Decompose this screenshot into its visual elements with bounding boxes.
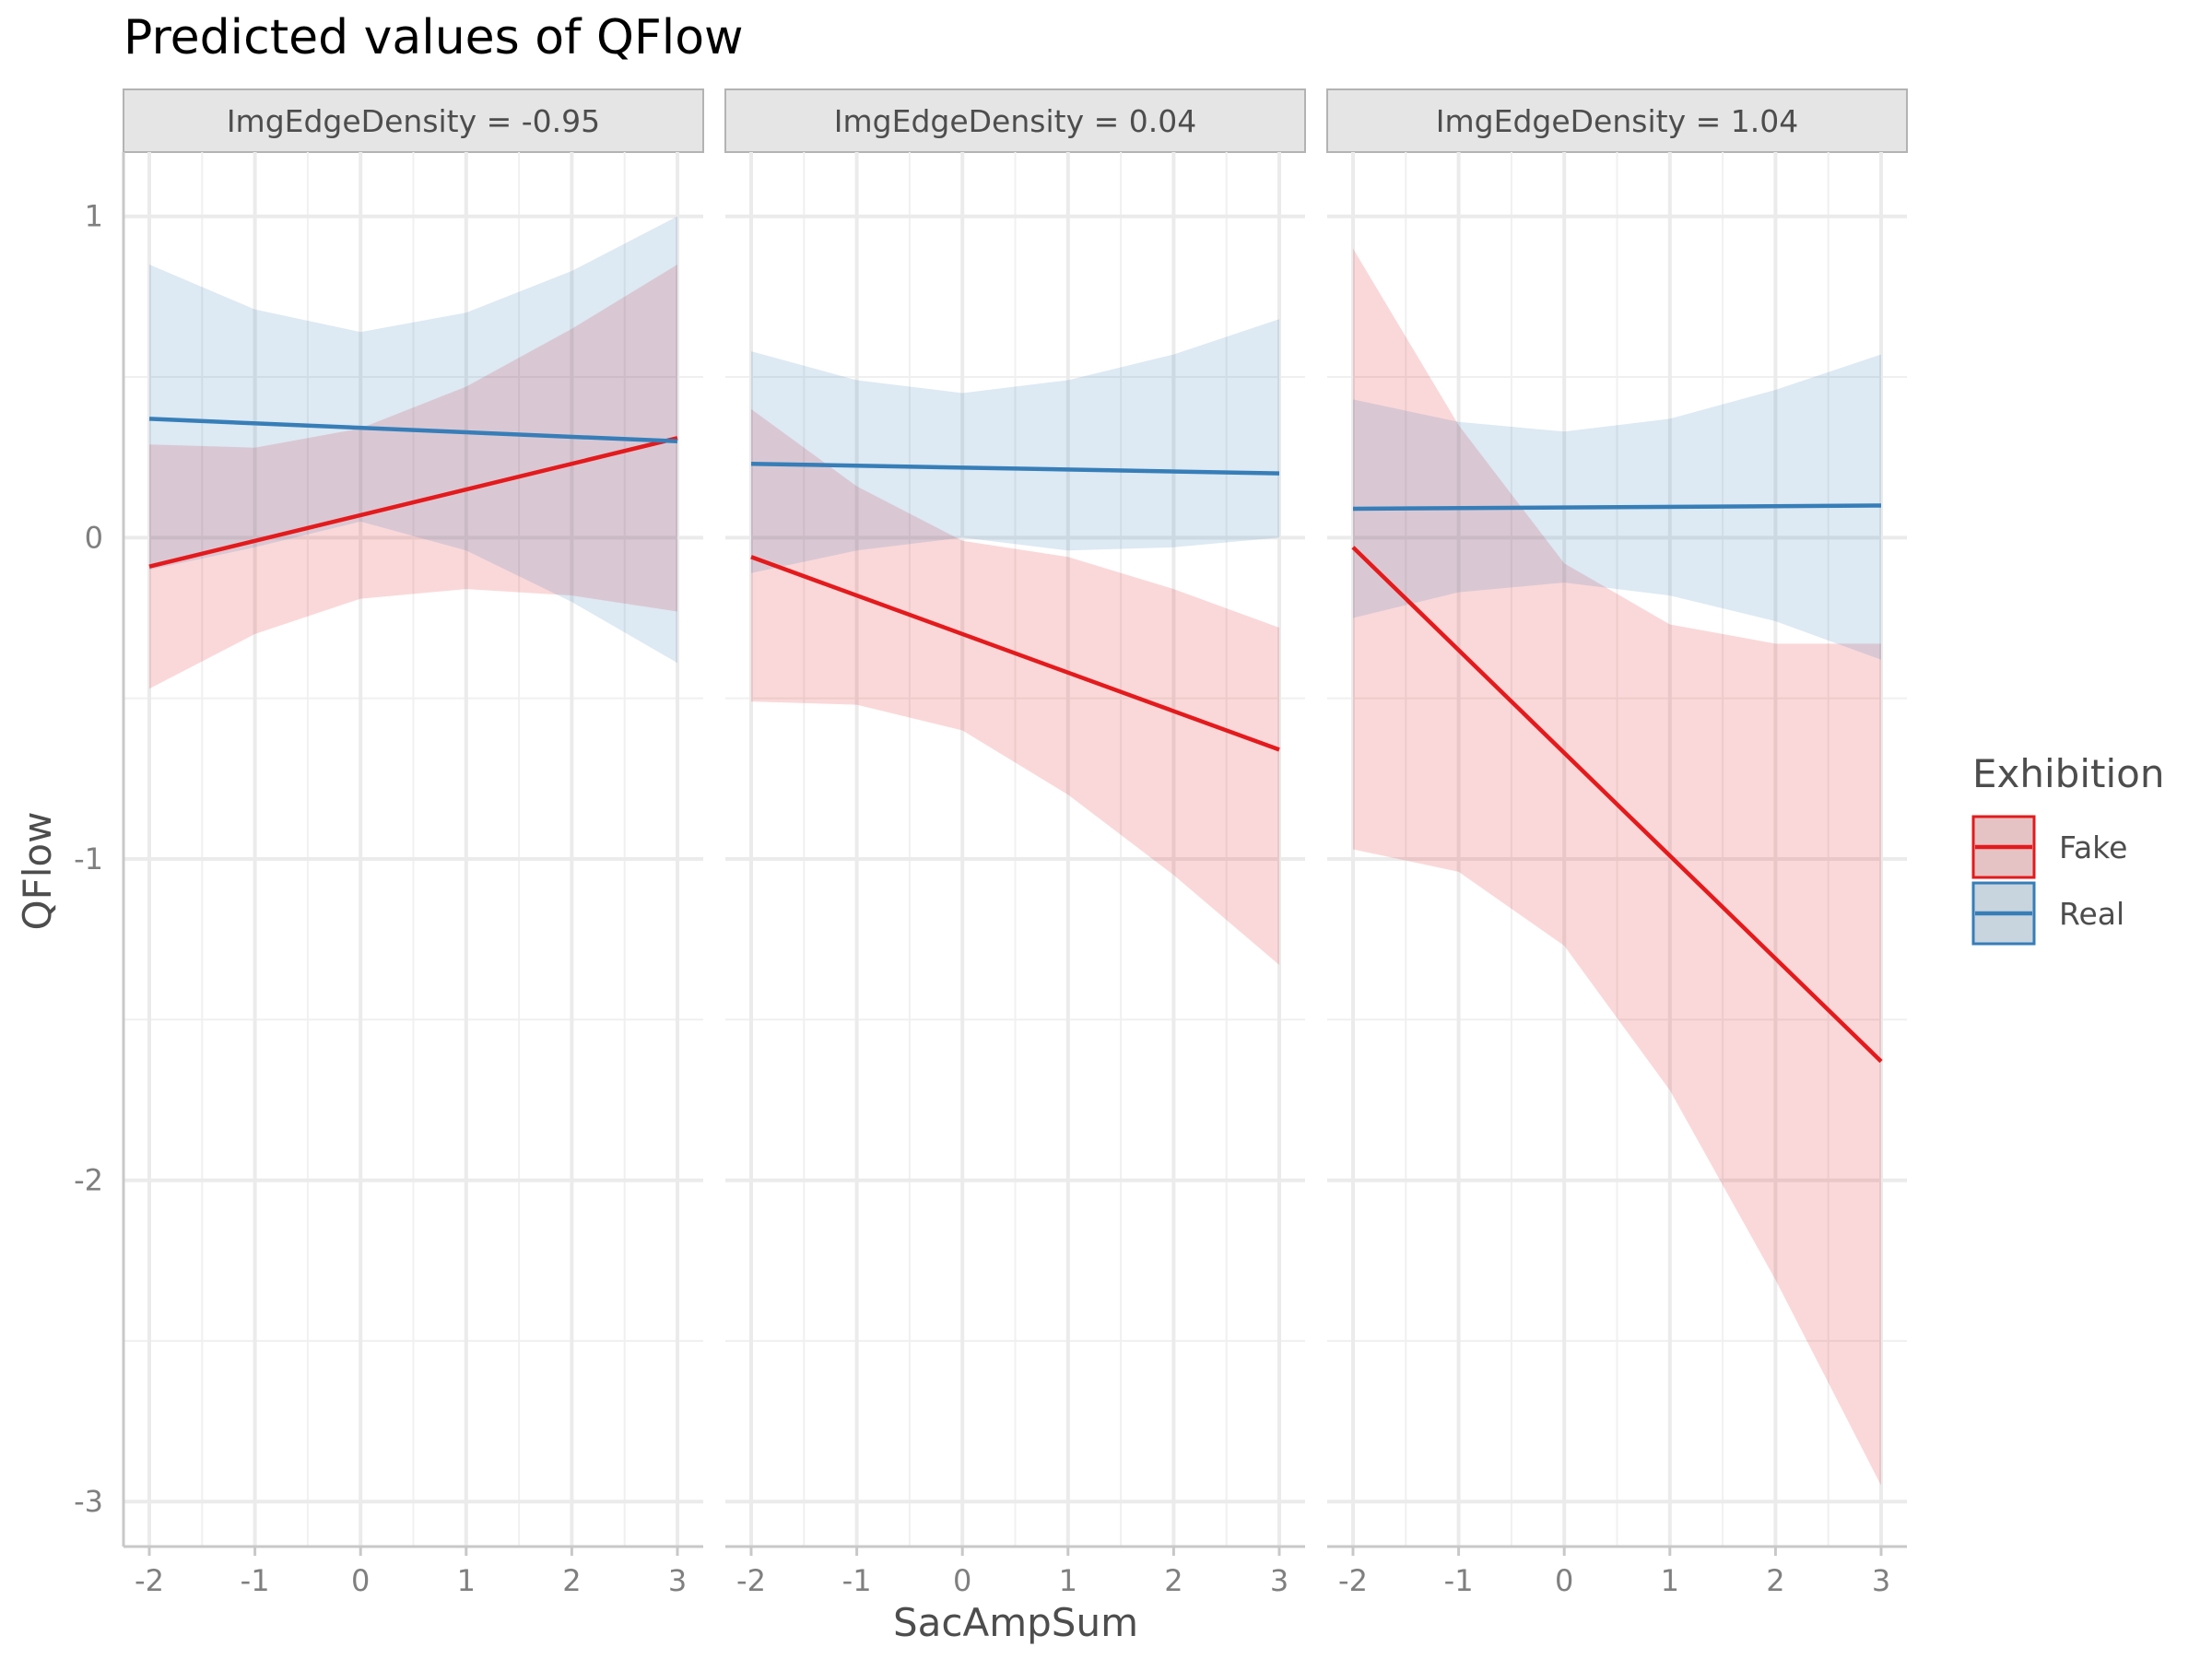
- x-tick-label: 3: [1270, 1563, 1288, 1598]
- series-line-fake: [1351, 546, 1883, 1064]
- ribbon-fake: [1353, 248, 1881, 1486]
- ribbon-fake: [751, 408, 1279, 965]
- x-tick-label: 1: [457, 1563, 476, 1598]
- legend-label: Fake: [2059, 830, 2127, 865]
- series-line-real: [1352, 503, 1882, 512]
- x-tick-label: 2: [562, 1563, 581, 1598]
- grid: [1327, 152, 1907, 1547]
- facet-panel: ImgEdgeDensity = -0.95 -2 -1 0 1 2 3 1 0 -1 -2 -3: [74, 88, 704, 1598]
- x-tick-label: 0: [953, 1563, 971, 1598]
- ribbon-real: [149, 216, 677, 664]
- x-tick-label: 1: [1059, 1563, 1077, 1598]
- x-tick-label: 2: [1164, 1563, 1182, 1598]
- x-axis-title: SacAmpSum: [893, 1600, 1138, 1645]
- series-line-fake: [148, 436, 678, 569]
- x-tick-label: -1: [842, 1563, 872, 1598]
- x-tick-label: -1: [1444, 1563, 1474, 1598]
- x-tick-label: -1: [241, 1563, 270, 1598]
- series-line-fake: [750, 555, 1280, 752]
- x-tick-label: 3: [1872, 1563, 1890, 1598]
- x-tick-label: 3: [668, 1563, 687, 1598]
- legend-item-fake: Fake: [1971, 815, 2127, 879]
- facet-strip-label: ImgEdgeDensity = -0.95: [227, 103, 600, 139]
- chart-title: Predicted values of QFlow: [124, 10, 744, 65]
- facet-strip: [724, 88, 1306, 153]
- legend-item-real: Real: [1971, 881, 2124, 946]
- x-tick-label: 0: [351, 1563, 370, 1598]
- series-line-real: [148, 417, 678, 444]
- legend-label: Real: [2059, 896, 2124, 932]
- x-tick-label: -2: [1338, 1563, 1368, 1598]
- x-tick-label: 2: [1766, 1563, 1784, 1598]
- y-tick-label: -1: [74, 841, 103, 877]
- legend: Exhibition Fake Real: [1971, 751, 2164, 946]
- y-tick-label: 0: [85, 520, 103, 555]
- series-line-real: [750, 461, 1280, 476]
- x-tick-label: -2: [135, 1563, 164, 1598]
- grid: [124, 152, 703, 1547]
- facet-strip-label: ImgEdgeDensity = 1.04: [1436, 103, 1798, 139]
- y-tick-label: -2: [74, 1163, 103, 1198]
- facet-panels: ImgEdgeDensity = -0.95-2 -1 0 1 2 310-1-2-3Im…: [74, 88, 1908, 1598]
- x-tick-label: 1: [1661, 1563, 1679, 1598]
- legend-title: Exhibition: [1972, 751, 2164, 796]
- facet-panel: ImgEdgeDensity = 1.04 -2 -1 0 1 2 3: [1326, 88, 1908, 1598]
- facet-strip: [123, 88, 704, 153]
- x-tick-label: 0: [1555, 1563, 1573, 1598]
- ribbon-fake: [149, 265, 677, 689]
- y-tick-label: 1: [85, 199, 103, 234]
- facet-strip-label: ImgEdgeDensity = 0.04: [834, 103, 1196, 139]
- y-tick-label: -3: [74, 1484, 103, 1519]
- facet-panel: ImgEdgeDensity = 0.04 -2 -1 0 1 2 3: [724, 88, 1306, 1598]
- y-axis-title: QFlow: [15, 812, 60, 931]
- x-tick-label: -2: [736, 1563, 766, 1598]
- ribbon-real: [751, 319, 1279, 573]
- grid: [725, 152, 1305, 1547]
